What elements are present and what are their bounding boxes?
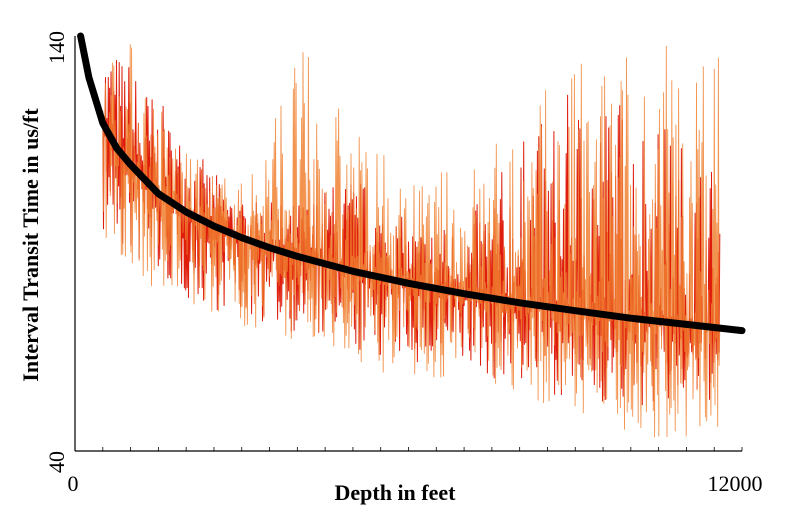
trend-line-series xyxy=(77,32,746,335)
y-tick-label-max: 140 xyxy=(44,31,69,64)
measured-log-light-series xyxy=(102,44,721,438)
x-tick-label-max: 12000 xyxy=(708,471,763,496)
measured-log-traces xyxy=(102,44,721,438)
y-tick-label-min: 40 xyxy=(44,451,69,473)
y-axis-title: Interval Transit Time in us/ft xyxy=(18,108,43,382)
x-axis-minor-ticks xyxy=(74,447,743,451)
x-axis-title: Depth in feet xyxy=(335,480,457,505)
trend-line-layer xyxy=(77,32,746,335)
x-tick-label-min: 0 xyxy=(68,471,79,496)
